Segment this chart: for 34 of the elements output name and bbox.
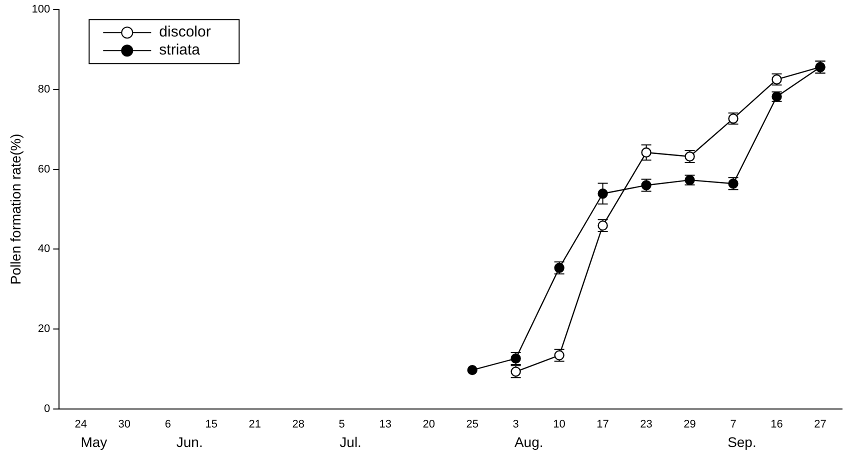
legend-label: striata <box>159 42 201 59</box>
x-tick-label: 15 <box>205 418 218 430</box>
text: Sep. <box>728 434 756 450</box>
x-tick-label: 16 <box>770 418 783 430</box>
x-tick-label: 21 <box>248 418 261 430</box>
x-tick-label: 27 <box>814 418 826 430</box>
point <box>598 188 608 199</box>
y-tick-label: 100 <box>32 4 50 16</box>
x-tick-label: 13 <box>379 418 392 430</box>
text: Jun. <box>176 434 203 450</box>
legend-label: discolor <box>159 24 211 41</box>
x-tick-label: 24 <box>74 418 88 430</box>
text: May <box>80 434 108 450</box>
y-tick-label: 80 <box>38 83 50 96</box>
y-tick-label: 60 <box>38 163 50 176</box>
x-tick-label: 5 <box>338 418 345 430</box>
x-tick-label: 28 <box>292 418 304 430</box>
x-tick-label: 23 <box>640 418 652 430</box>
x-tick-label: 20 <box>422 418 435 430</box>
x-tick-label: 3 <box>512 418 519 430</box>
y-axis-title: Pollen formation rate(%) <box>7 134 24 285</box>
text: Aug. <box>514 434 544 450</box>
x-tick-label: 17 <box>596 418 609 430</box>
y-tick-label: 0 <box>44 402 50 415</box>
x-tick-label: 25 <box>466 418 478 430</box>
y-tick-label: 40 <box>38 243 50 256</box>
y-tick-label: 20 <box>38 322 50 335</box>
x-tick-label: 29 <box>684 418 696 430</box>
x-tick-label: 30 <box>118 418 131 430</box>
point <box>467 364 478 376</box>
x-tick-label: 6 <box>164 418 171 430</box>
text: Jul. <box>340 434 362 450</box>
x-tick-label: 10 <box>553 418 566 430</box>
x-tick-label: 7 <box>730 418 736 430</box>
